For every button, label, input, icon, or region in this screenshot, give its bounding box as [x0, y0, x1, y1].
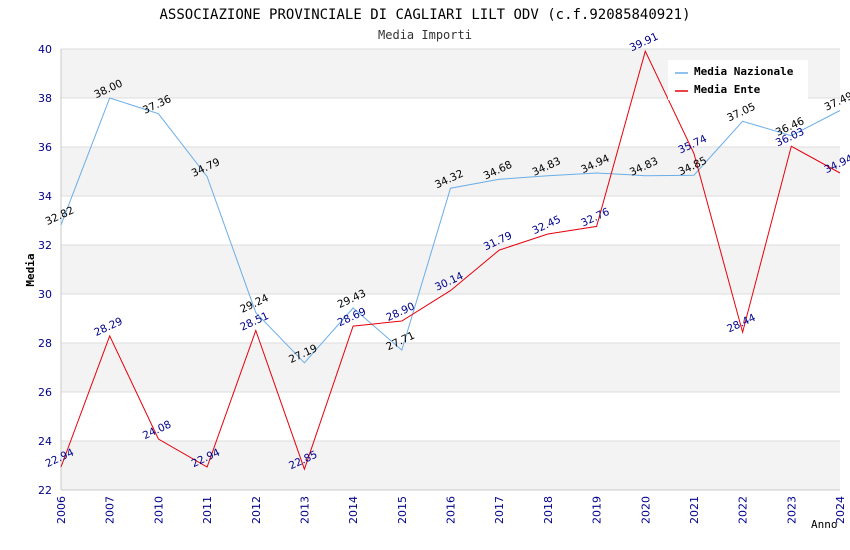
x-tick-label: 2010: [152, 496, 165, 524]
x-tick-label: 2019: [591, 496, 604, 524]
data-label: 32.76: [579, 206, 612, 230]
y-tick-label: 28: [38, 337, 52, 350]
y-tick-label: 40: [38, 43, 52, 56]
data-label: 24.08: [141, 419, 173, 443]
y-tick-label: 38: [38, 92, 52, 105]
x-tick-label: 2024: [834, 496, 847, 524]
x-tick-label: 2014: [347, 496, 360, 524]
x-tick-label: 2007: [104, 496, 117, 524]
tick-labels: 22 24 26 28 30 32 34 36 38 40 2006 2007 2010 2011 2012…: [38, 43, 847, 524]
y-tick-label: 34: [38, 190, 52, 203]
x-tick-label: 2012: [250, 496, 263, 524]
y-tick-label: 30: [38, 288, 52, 301]
y-tick-label: 32: [38, 239, 52, 252]
x-tick-label: 2021: [688, 496, 701, 524]
x-tick-label: 2020: [639, 496, 652, 524]
data-label: 28.44: [725, 312, 758, 336]
x-tick-label: 2022: [737, 496, 750, 524]
data-label: 28.90: [384, 300, 416, 324]
data-label: 37.05: [725, 101, 757, 125]
legend-label-media-nazionale: Media Nazionale: [694, 65, 794, 78]
x-tick-label: 2017: [493, 496, 506, 524]
axes: [60, 49, 840, 491]
grid-band: [61, 441, 840, 490]
series-line-media-nazionale: [60, 97, 841, 364]
legend-background: [668, 60, 808, 100]
chart-title: ASSOCIAZIONE PROVINCIALE DI CAGLIARI LIL…: [159, 7, 690, 23]
legend-label-media-ente: Media Ente: [694, 83, 761, 96]
grid-band: [61, 343, 840, 392]
y-axis-label: Media: [24, 253, 37, 286]
legend: Media Nazionale Media Ente: [668, 60, 808, 100]
data-label: 28.29: [92, 315, 124, 339]
grid-band: [61, 245, 840, 294]
data-label: 32.45: [530, 213, 562, 237]
series-line-media-ente: [60, 49, 841, 471]
x-tick-label: 2006: [55, 496, 68, 524]
y-tick-label: 26: [38, 386, 52, 399]
y-tick-label: 24: [38, 435, 52, 448]
grid-bands: [61, 48, 840, 491]
data-label: 32.82: [44, 204, 76, 228]
y-tick-label: 36: [38, 141, 52, 154]
x-tick-label: 2023: [785, 496, 798, 524]
x-tick-label: 2016: [445, 496, 458, 524]
x-tick-label: 2015: [396, 496, 409, 524]
y-tick-label: 22: [38, 484, 52, 497]
x-tick-label: 2013: [298, 496, 311, 524]
chart-subtitle: Media Importi: [378, 28, 472, 42]
series-lines: [60, 49, 841, 471]
x-tick-label: 2018: [542, 496, 555, 524]
x-axis-label: Anno: [811, 518, 838, 531]
x-tick-label: 2011: [201, 496, 214, 524]
